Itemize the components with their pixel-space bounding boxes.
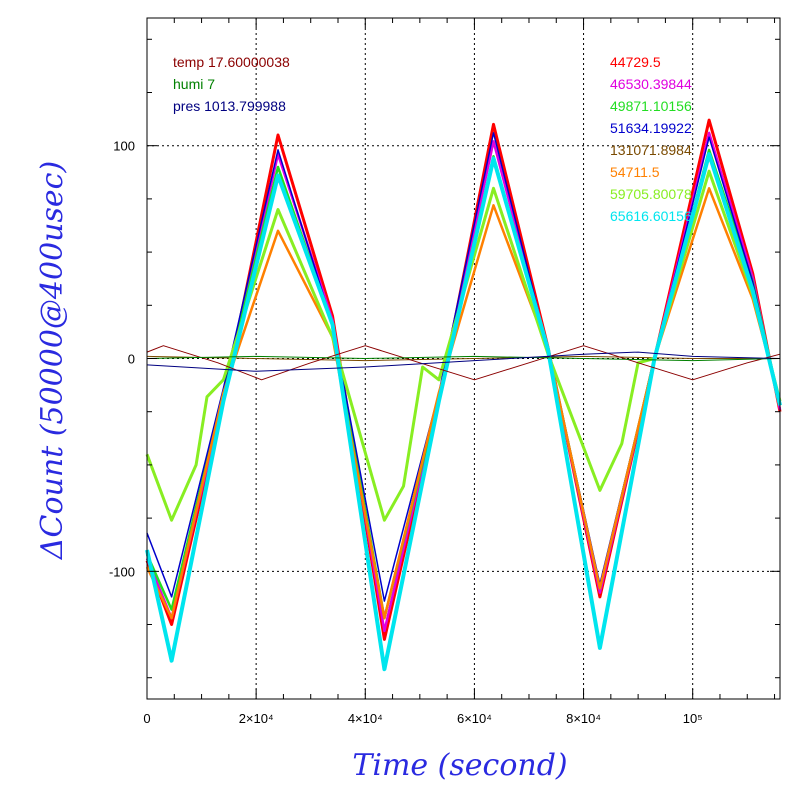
series-line [146, 355, 781, 362]
env-legend-entry: temp 17.60000038 [173, 54, 290, 70]
series-legend-entry: 46530.39844 [610, 76, 692, 92]
series-lines [145, 118, 782, 672]
env-legend-entry: pres 1013.799988 [173, 98, 286, 114]
series-line [146, 132, 781, 602]
series-line [146, 355, 780, 362]
y-axis-title: ΔCount (50000@400usec) [35, 161, 70, 560]
series-legend-entry: 54711.5 [610, 164, 660, 180]
x-tick-label: 4×10⁴ [348, 711, 383, 726]
legend: temp 17.60000038 humi 7 pres 1013.799988 44… [173, 54, 692, 224]
x-tick-label: 2×10⁴ [239, 711, 274, 726]
y-tick-label: 0 [128, 352, 135, 367]
y-tick-label: 100 [113, 139, 135, 154]
series-line [146, 345, 781, 381]
x-tick-label: 6×10⁴ [457, 711, 492, 726]
series-legend-entry: 44729.5 [610, 54, 661, 70]
axis-ticks: 0 2×10⁴ 4×10⁴ 6×10⁴ 8×10⁴ 10⁵ 100 0 -100 [109, 18, 780, 726]
x-tick-label: 10⁵ [683, 711, 703, 726]
x-tick-label: 8×10⁴ [566, 711, 601, 726]
series-legend-entry: 65616.60156 [610, 208, 692, 224]
series-line [145, 152, 782, 672]
series-legend-entry: 131071.8984 [610, 142, 692, 158]
series-legend-entry: 59705.80078 [610, 186, 692, 202]
env-legend-entry: humi 7 [173, 76, 215, 92]
x-axis-title: Time (second) [352, 748, 567, 783]
series-line [146, 351, 781, 372]
series-line [145, 169, 782, 522]
x-tick-label: 0 [143, 711, 150, 726]
y-tick-label: -100 [109, 564, 135, 579]
series-legend-entry: 49871.10156 [610, 98, 692, 114]
series-legend-entry: 51634.19922 [610, 120, 692, 136]
